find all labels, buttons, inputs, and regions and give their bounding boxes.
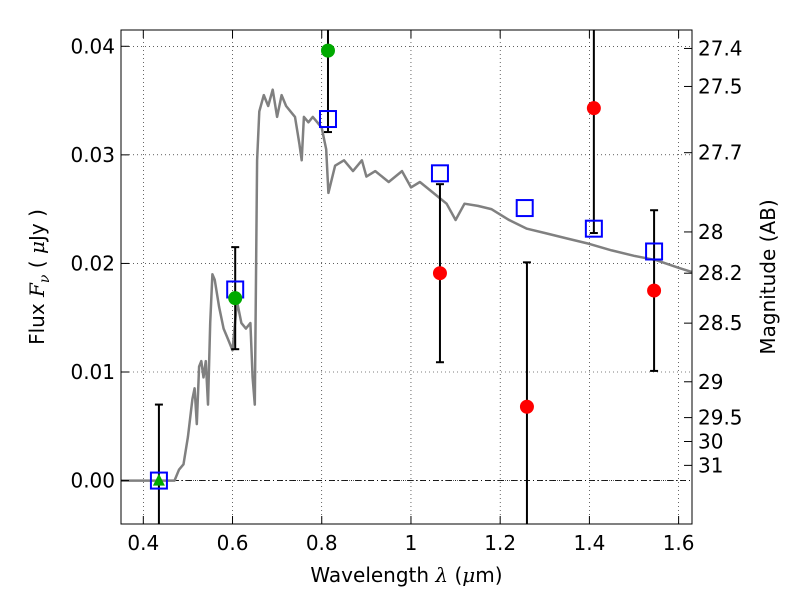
y2-tick-label: 29 [698, 370, 723, 394]
y2-tick-label: 31 [698, 453, 723, 477]
x-tick-label: 0.4 [127, 531, 159, 555]
x-tick-label: 1.2 [484, 531, 516, 555]
plot-frame [120, 29, 693, 525]
model-photometry-square [584, 219, 603, 238]
upper-limit-point [586, 101, 601, 116]
marker-layer [149, 43, 664, 490]
y2-tick-label: 28 [698, 220, 723, 244]
secondary-y-axis-label: Magnitude (AB) [756, 199, 780, 354]
detection-point [228, 291, 243, 306]
y-tick-label: 0.03 [70, 143, 115, 167]
model-photometry-square [149, 471, 168, 490]
x-axis-label-symbol: λ [434, 563, 448, 587]
y-tick-label: 0.00 [70, 469, 115, 493]
x-axis-label: Wavelength λ (μm) [310, 563, 502, 587]
model-sed-curve [121, 88, 692, 482]
model-photometry-square [645, 242, 664, 261]
y-axis-label-unit-rest: Jy ) [25, 209, 49, 243]
upper-limit-point [519, 399, 534, 414]
x-axis-label-text: Wavelength [310, 563, 435, 587]
y-axis-label: Flux Fν ( μJy ) [25, 209, 53, 345]
grid-lines [121, 30, 692, 524]
x-tick-label: 1 [405, 531, 418, 555]
x-tick-label: 0.6 [217, 531, 249, 555]
upper-limit-point [647, 283, 662, 298]
y-tick-label: 0.01 [70, 360, 115, 384]
y2-tick-label: 28.5 [698, 311, 743, 335]
y2-tick-label: 29.5 [698, 406, 743, 430]
upper-limit-point [432, 266, 447, 281]
y-axis-label-text: Flux [25, 297, 49, 345]
y2-tick-label: 28.2 [698, 261, 743, 285]
tick-labels: 0.4 0.6 0.8 1 1.2 1.4 1.6 0.00 0.01 0.02 0.03 0.04 2… [70, 34, 742, 555]
y-axis-label-unit-open: ( [25, 254, 49, 275]
y-tick-label: 0.02 [70, 251, 115, 275]
x-axis-label-unit-open: ( [448, 563, 462, 587]
error-bar-layer [154, 30, 659, 524]
x-axis-label-unit-symbol: μ [462, 563, 475, 587]
x-tick-label: 0.8 [306, 531, 338, 555]
y2-tick-label: 27.7 [698, 141, 743, 165]
model-photometry-square [515, 199, 534, 218]
y2-tick-label: 27.4 [698, 36, 743, 60]
model-curve-layer [121, 88, 692, 482]
y2-tick-label: 30 [698, 429, 723, 453]
x-tick-label: 1.4 [573, 531, 605, 555]
model-photometry-square [318, 110, 337, 129]
x-tick-label: 1.6 [663, 531, 695, 555]
limit-triangle [152, 473, 165, 486]
detection-point [320, 43, 335, 58]
model-photometry-square [430, 164, 449, 183]
y-axis-label-subscript: ν [37, 274, 53, 283]
y2-tick-label: 27.5 [698, 74, 743, 98]
y-axis-label-symbol: F [25, 282, 49, 298]
axis-ticks [121, 30, 692, 524]
y-axis-label-unit-symbol: μ [25, 241, 49, 254]
x-axis-label-unit-rest: m) [475, 563, 502, 587]
y-tick-label: 0.04 [70, 34, 115, 58]
